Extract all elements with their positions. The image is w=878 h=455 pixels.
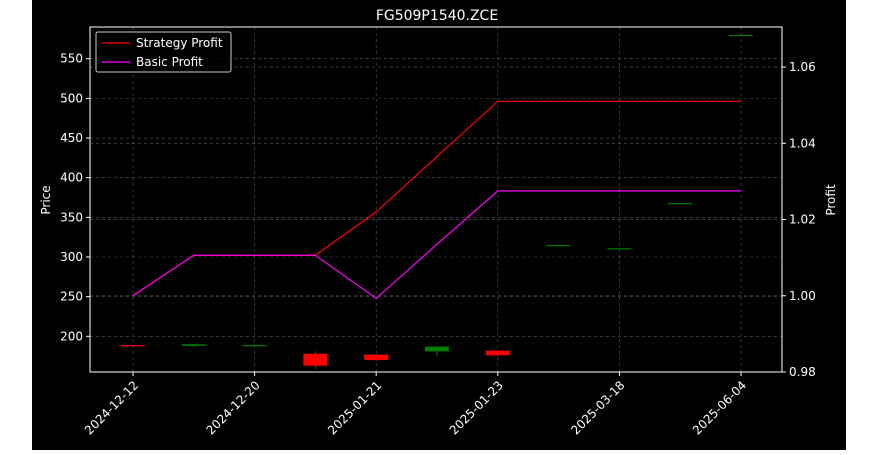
candlesticks [121,34,753,369]
x-tick-label: 2025-03-18 [568,378,627,437]
right-tick-label: 1.00 [789,289,816,303]
candle-body-8 [607,248,632,250]
legend-label-strategy: Strategy Profit [136,36,223,50]
right-tick-label: 0.98 [789,365,816,379]
left-tick-label: 450 [60,131,83,145]
left-tick-label: 350 [60,210,83,224]
left-tick-label: 300 [60,250,83,264]
right-tick-label: 1.06 [789,60,816,74]
x-axis-ticks: 2024-12-12 2024-12-20 2025-01-21 2025-01-23… [82,372,749,437]
left-axis-ticks: 200 250 300 350 400 450 500 550 [60,52,90,343]
legend: Strategy Profit Basic Profit [95,31,232,73]
chart-title: FG509P1540.ZCE [376,8,498,24]
candle-body-4 [364,354,389,361]
candle-body-0 [121,345,145,347]
chart-figure: FG509P1540.ZCE 200 250 300 350 400 450 500 550 … [32,0,846,450]
x-tick-label: 2025-01-21 [325,378,384,437]
x-tick-label: 2024-12-12 [82,378,141,437]
plot-frame [89,26,783,373]
legend-label-basic: Basic Profit [136,55,203,69]
right-tick-label: 1.02 [789,213,816,227]
grid-lines [90,27,782,373]
left-axis-label: Price [39,185,53,214]
candle-body-2 [242,345,267,347]
chart-svg: FG509P1540.ZCE 200250300350400450500550 … [39,8,838,437]
candle-body-5 [425,346,449,352]
left-tick-label: 400 [60,171,83,185]
candle-body-9 [668,203,693,205]
left-tick-label: 550 [60,52,83,66]
candle-body-1 [181,344,206,346]
series-line-0 [132,100,741,297]
profit-lines [132,100,741,300]
candle-body-3 [303,353,328,366]
right-tick-label: 1.04 [789,136,816,150]
right-axis-label: Profit [824,184,838,216]
series-line-1 [132,190,741,300]
left-tick-label: 250 [60,290,83,304]
right-axis-ticks: 0.98 1.00 1.02 1.04 1.06 [782,60,816,379]
candle-body-6 [485,350,510,356]
left-tick-label: 200 [60,329,83,343]
x-tick-label: 2024-12-20 [204,378,263,437]
x-tick-label: 2025-06-04 [690,378,749,437]
candle-body-10 [729,34,753,37]
x-tick-label: 2025-01-23 [447,378,506,437]
left-tick-label: 500 [60,91,83,105]
candle-body-7 [546,245,571,247]
